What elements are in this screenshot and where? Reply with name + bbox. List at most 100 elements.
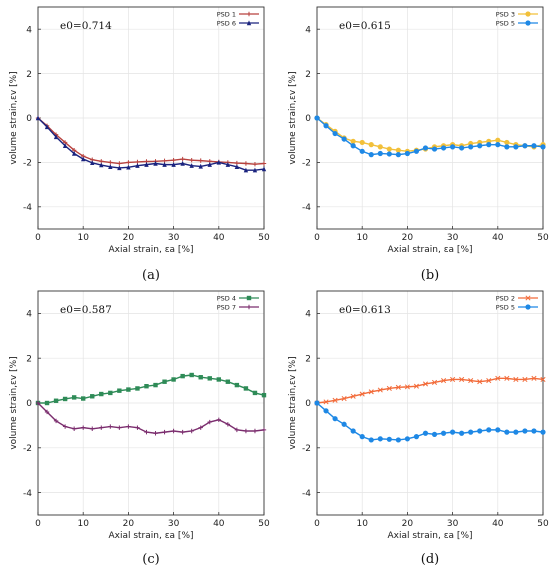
data-point	[153, 160, 158, 166]
y-tick-label: -2	[302, 444, 311, 454]
x-tick-label: 10	[356, 233, 368, 243]
series-2	[314, 400, 546, 443]
data-point	[53, 418, 59, 424]
x-tick-label: 0	[314, 233, 320, 243]
legend-label: PSD 7	[217, 303, 236, 311]
legend-label: PSD 3	[496, 10, 515, 18]
data-point	[350, 428, 356, 434]
data-point	[477, 379, 483, 385]
x-axis-label: Axial strain, εa [%]	[108, 531, 193, 541]
data-point	[225, 422, 231, 427]
data-point	[504, 429, 510, 435]
data-point	[468, 429, 474, 435]
data-point	[350, 143, 356, 149]
data-point	[332, 397, 338, 403]
x-axis-label: Axial strain, εa [%]	[108, 245, 193, 255]
data-point	[252, 390, 258, 396]
data-point	[99, 425, 104, 430]
data-point	[180, 160, 185, 166]
data-point	[198, 163, 203, 169]
x-tick-label: 20	[402, 233, 414, 243]
data-point	[126, 424, 131, 429]
y-tick-label: 4	[26, 310, 32, 320]
data-point	[225, 379, 231, 384]
data-point	[540, 376, 546, 383]
data-point	[261, 166, 267, 172]
data-point	[531, 143, 537, 149]
void-ratio-annotation: e0=0.714	[60, 20, 112, 32]
x-tick-label: 0	[35, 519, 41, 529]
data-point	[99, 162, 104, 168]
data-point	[198, 425, 203, 430]
data-point	[135, 425, 140, 430]
y-tick-label: -4	[23, 203, 32, 213]
series-line	[38, 374, 265, 404]
data-point	[117, 161, 122, 166]
data-point	[108, 424, 113, 429]
chart-panel-3: 0 10 20 30 40 50 -4 -2 0 2 4 Axial strain, εa [%] vo…	[9, 290, 270, 567]
data-point	[404, 384, 410, 390]
y-axis-label: volume strain,εv [%]	[288, 71, 298, 164]
data-point	[171, 162, 176, 167]
data-point	[341, 421, 347, 427]
data-point	[359, 139, 365, 146]
legend-marker	[525, 304, 531, 310]
data-point	[135, 163, 140, 168]
x-tick-label: 10	[77, 233, 89, 243]
data-point	[431, 431, 438, 437]
data-point	[450, 376, 456, 383]
data-point	[386, 436, 392, 442]
x-tick-label: 50	[537, 519, 549, 529]
data-point	[189, 428, 194, 434]
data-point	[126, 164, 131, 170]
x-tick-label: 50	[258, 233, 270, 243]
data-point	[314, 400, 320, 406]
legend-label: PSD 1	[217, 10, 236, 18]
data-point	[117, 388, 122, 393]
data-point	[234, 382, 240, 388]
void-ratio-annotation: e0=0.587	[60, 304, 112, 316]
data-point	[386, 151, 392, 157]
x-tick-label: 40	[492, 233, 504, 243]
series-1	[35, 115, 267, 167]
data-point	[153, 431, 158, 436]
y-tick-label: 2	[305, 70, 311, 80]
data-point	[252, 167, 258, 173]
data-point	[189, 157, 194, 163]
data-point	[144, 162, 149, 167]
data-point	[117, 165, 122, 171]
y-tick-label: 0	[305, 114, 311, 124]
y-tick-label: 0	[26, 114, 32, 124]
data-point	[90, 426, 95, 431]
data-point	[395, 437, 401, 443]
x-tick-label: 40	[213, 233, 225, 243]
data-point	[468, 144, 474, 150]
data-point	[495, 142, 501, 148]
x-tick-label: 20	[123, 519, 135, 529]
data-point	[207, 376, 212, 381]
data-point	[261, 161, 267, 166]
series-2	[35, 115, 267, 173]
data-point	[404, 436, 410, 442]
data-point	[513, 429, 519, 435]
data-point	[261, 392, 267, 398]
data-point	[108, 390, 113, 396]
legend-label: PSD 5	[496, 303, 515, 311]
data-point	[540, 144, 546, 150]
data-point	[180, 156, 185, 162]
data-point	[531, 428, 537, 434]
chart-panel-1: 0 10 20 30 40 50 -4 -2 0 2 4 Axial strain, εa [%] vo…	[9, 6, 270, 283]
data-point	[71, 150, 77, 156]
data-point	[216, 377, 221, 382]
y-tick-label: -2	[23, 444, 32, 454]
panel-label: (c)	[142, 552, 159, 567]
x-tick-label: 50	[537, 233, 549, 243]
data-point	[504, 144, 510, 150]
data-point	[90, 160, 95, 166]
void-ratio-annotation: e0=0.613	[339, 304, 391, 316]
data-point	[522, 428, 528, 434]
data-point	[323, 408, 329, 414]
